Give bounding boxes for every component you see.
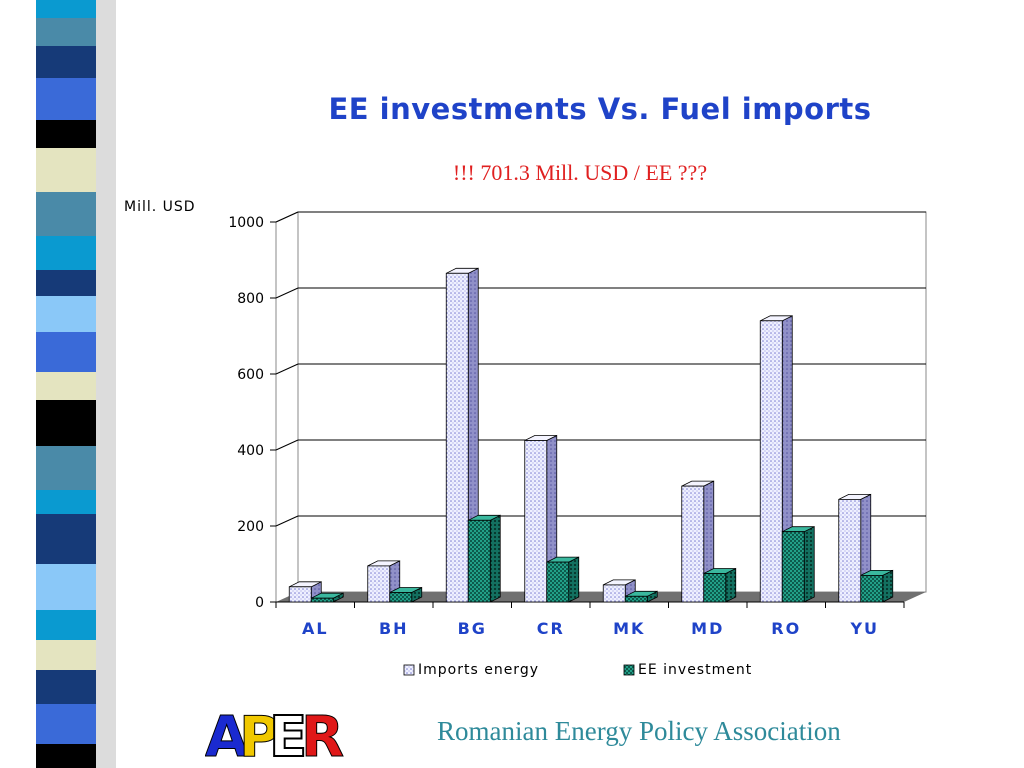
x-category-label: AL	[302, 619, 329, 638]
y-tick-label: 600	[237, 367, 264, 383]
bar-imports-energy-al	[288, 586, 312, 603]
y-tick-label: 1000	[228, 215, 264, 231]
x-category-label: MD	[691, 619, 724, 638]
bar-side	[489, 514, 501, 603]
bar-chart: 0 200 400 600 800 1000 Mill. USD AL BH BG CR MK MD RO…	[124, 199, 927, 678]
bar-side	[725, 567, 737, 603]
slide-subtitle: !!! 701.3 Mill. USD / EE ???	[452, 160, 708, 184]
bar-imports-energy-yu	[838, 498, 862, 603]
y-tick-label: 400	[237, 443, 264, 459]
x-category-label: CR	[537, 619, 565, 638]
legend-label: EE investment	[638, 662, 752, 678]
bar-ee-investment-yu	[860, 574, 884, 603]
svg-text:P: P	[239, 705, 280, 762]
x-category-label: MK	[613, 619, 645, 638]
y-tick-label: 800	[237, 291, 264, 307]
y-tick-label: 0	[255, 595, 264, 611]
x-category-label: BG	[458, 619, 487, 638]
legend-swatch	[403, 664, 415, 676]
bar-ee-investment-bg	[467, 519, 491, 603]
aper-logo: A P E R	[205, 704, 345, 762]
decorative-stripe-band	[0, 0, 120, 768]
bar-side	[803, 526, 815, 603]
bar-imports-energy-bh	[367, 565, 391, 603]
footer-organization-name: Romanian Energy Policy Association	[437, 716, 841, 746]
bar-ee-investment-al	[310, 597, 334, 603]
x-category-label: BH	[379, 619, 409, 638]
y-axis-label: Mill. USD	[124, 199, 196, 215]
bar-imports-energy-ro	[759, 320, 783, 603]
svg-text:E: E	[269, 705, 307, 762]
bar-ee-investment-ro	[781, 531, 805, 603]
bar-side	[568, 556, 580, 603]
bar-ee-investment-md	[703, 573, 727, 603]
bar-ee-investment-bh	[389, 592, 413, 603]
x-category-label: RO	[771, 619, 801, 638]
y-tick-label: 200	[237, 519, 264, 535]
bar-ee-investment-mk	[624, 595, 648, 603]
bar-imports-energy-mk	[602, 584, 626, 603]
bar-imports-energy-md	[681, 485, 705, 603]
bar-imports-energy-bg	[445, 272, 469, 603]
slide-title: EE investments Vs. Fuel imports	[328, 92, 872, 126]
bar-imports-energy-cr	[524, 440, 548, 603]
legend-swatch	[623, 664, 635, 676]
svg-text:R: R	[301, 705, 344, 762]
svg-text:A: A	[205, 705, 249, 762]
legend-label: Imports energy	[418, 662, 539, 678]
bar-ee-investment-cr	[546, 561, 570, 603]
x-category-label: YU	[849, 619, 879, 638]
bar-side	[882, 569, 894, 603]
